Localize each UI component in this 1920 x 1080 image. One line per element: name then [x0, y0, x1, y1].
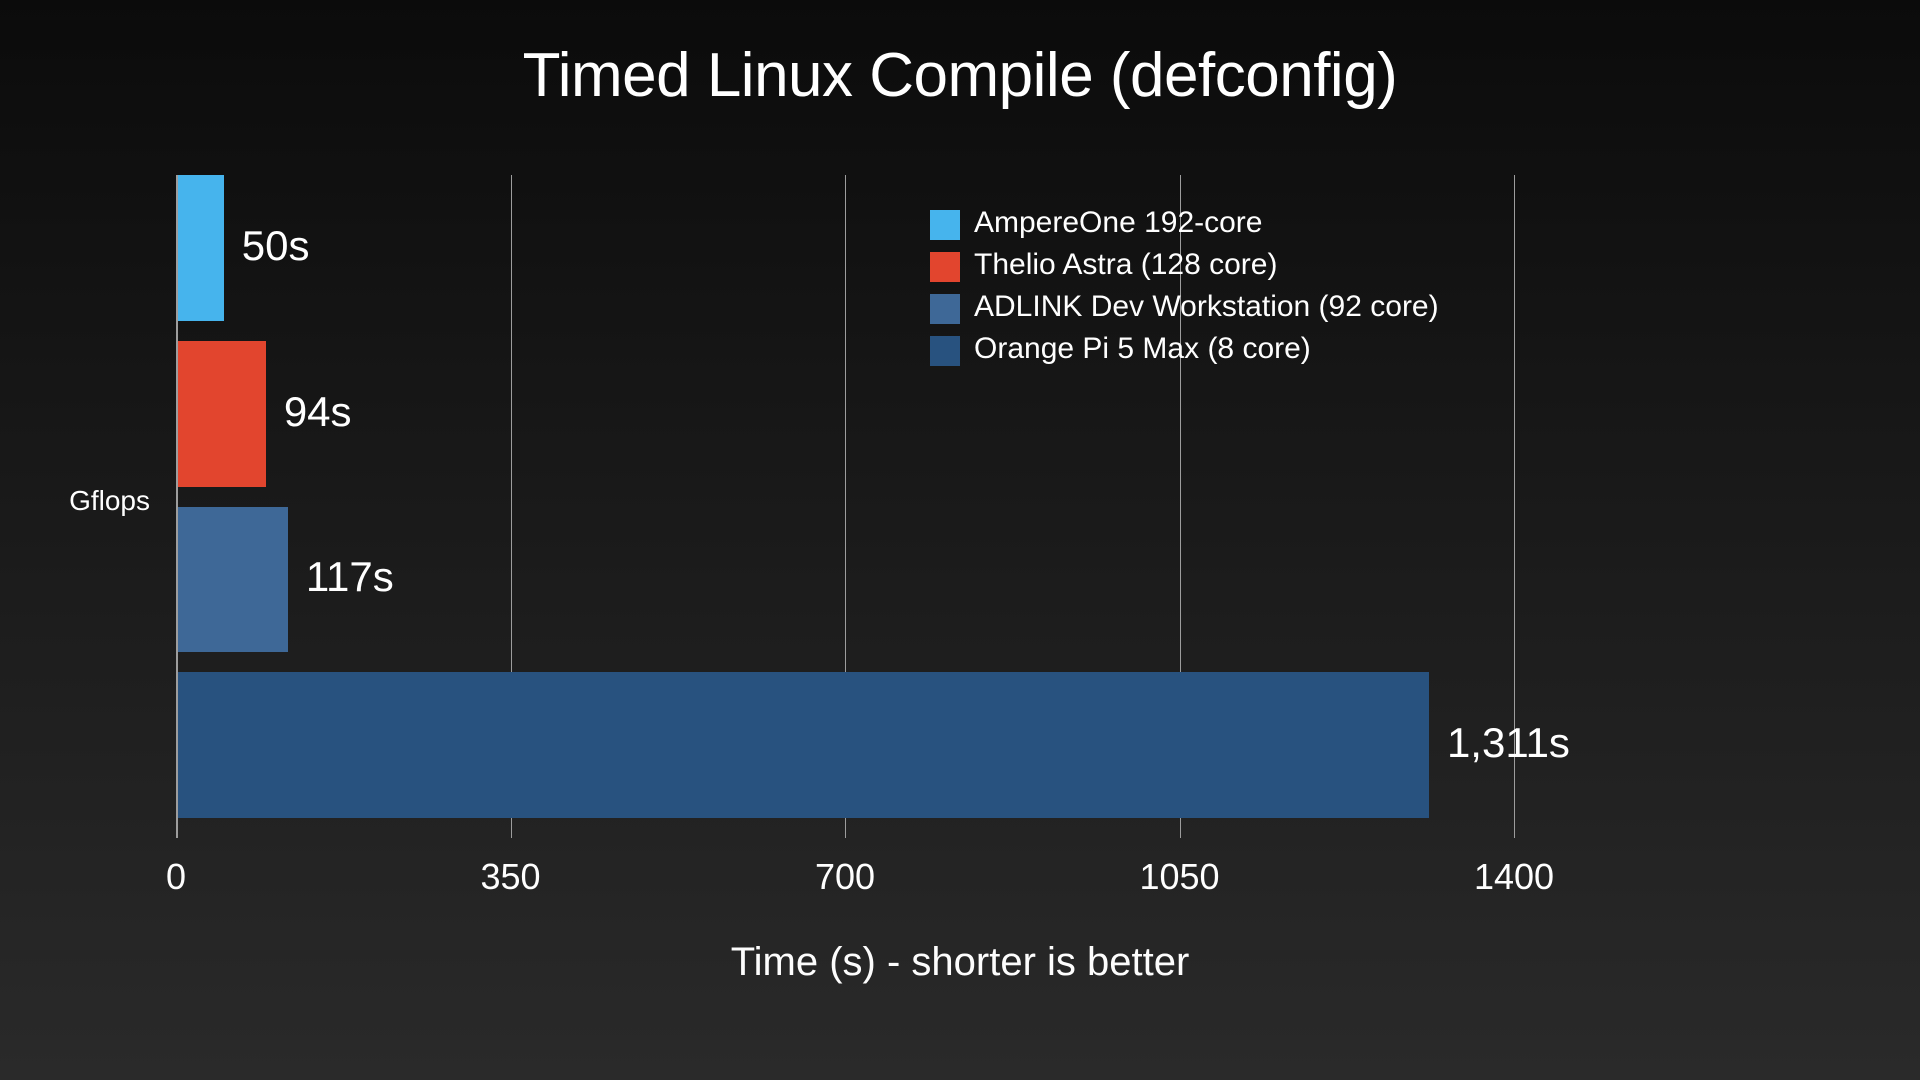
legend: AmpereOne 192-coreThelio Astra (128 core… [930, 210, 1630, 378]
bar-value-label: 94s [284, 388, 352, 436]
bar-value-label: 50s [242, 222, 310, 270]
chart-title: Timed Linux Compile (defconfig) [0, 40, 1920, 111]
x-tick-label: 1400 [1474, 856, 1554, 898]
legend-swatch [930, 210, 960, 240]
bar [178, 175, 224, 321]
legend-swatch [930, 252, 960, 282]
legend-swatch [930, 336, 960, 366]
x-axis-ticks: 035070010501400 [176, 856, 1514, 906]
bar [178, 672, 1429, 818]
bar-value-label: 1,311s [1447, 719, 1570, 767]
legend-label: AmpereOne 192-core [974, 206, 1263, 240]
chart-container: Timed Linux Compile (defconfig) Gflops 5… [0, 0, 1920, 1080]
x-tick-label: 700 [815, 856, 875, 898]
bar [178, 507, 288, 653]
x-tick-label: 350 [480, 856, 540, 898]
bar-value-label: 117s [306, 553, 394, 601]
legend-label: Thelio Astra (128 core) [974, 248, 1277, 282]
x-tick-label: 1050 [1139, 856, 1219, 898]
y-axis-label: Gflops [20, 485, 150, 517]
bar [178, 341, 266, 487]
legend-swatch [930, 294, 960, 324]
legend-label: Orange Pi 5 Max (8 core) [974, 332, 1311, 366]
legend-label: ADLINK Dev Workstation (92 core) [974, 290, 1439, 324]
x-tick-label: 0 [166, 856, 186, 898]
x-axis-label: Time (s) - shorter is better [0, 940, 1920, 985]
